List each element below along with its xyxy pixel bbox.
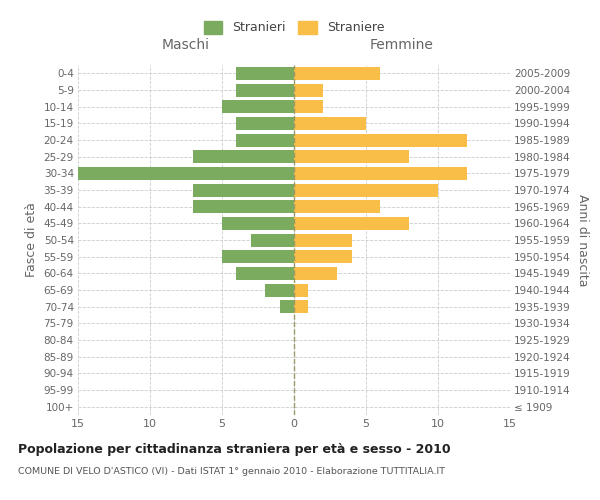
Bar [222,100,294,113]
Bar [236,134,294,146]
Bar [78,167,294,180]
Bar [294,300,308,313]
Bar [236,117,294,130]
Bar [193,150,294,163]
Bar [251,234,294,246]
Bar [294,267,337,280]
Bar [236,267,294,280]
Bar [294,167,467,180]
Bar [294,134,467,146]
Bar [294,117,366,130]
Bar [294,67,380,80]
Text: Maschi: Maschi [162,38,210,52]
Bar [265,284,294,296]
Bar [294,100,323,113]
Bar [236,67,294,80]
Bar [236,84,294,96]
Bar [193,200,294,213]
Bar [193,184,294,196]
Y-axis label: Anni di nascita: Anni di nascita [577,194,589,286]
Bar [294,200,380,213]
Bar [294,150,409,163]
Text: COMUNE DI VELO D'ASTICO (VI) - Dati ISTAT 1° gennaio 2010 - Elaborazione TUTTITA: COMUNE DI VELO D'ASTICO (VI) - Dati ISTA… [18,468,445,476]
Bar [294,250,352,263]
Legend: Stranieri, Straniere: Stranieri, Straniere [200,17,388,38]
Bar [222,217,294,230]
Bar [280,300,294,313]
Bar [294,234,352,246]
Bar [294,217,409,230]
Bar [294,84,323,96]
Text: Popolazione per cittadinanza straniera per età e sesso - 2010: Popolazione per cittadinanza straniera p… [18,442,451,456]
Text: Femmine: Femmine [370,38,434,52]
Bar [222,250,294,263]
Bar [294,184,438,196]
Y-axis label: Fasce di età: Fasce di età [25,202,38,278]
Bar [294,284,308,296]
